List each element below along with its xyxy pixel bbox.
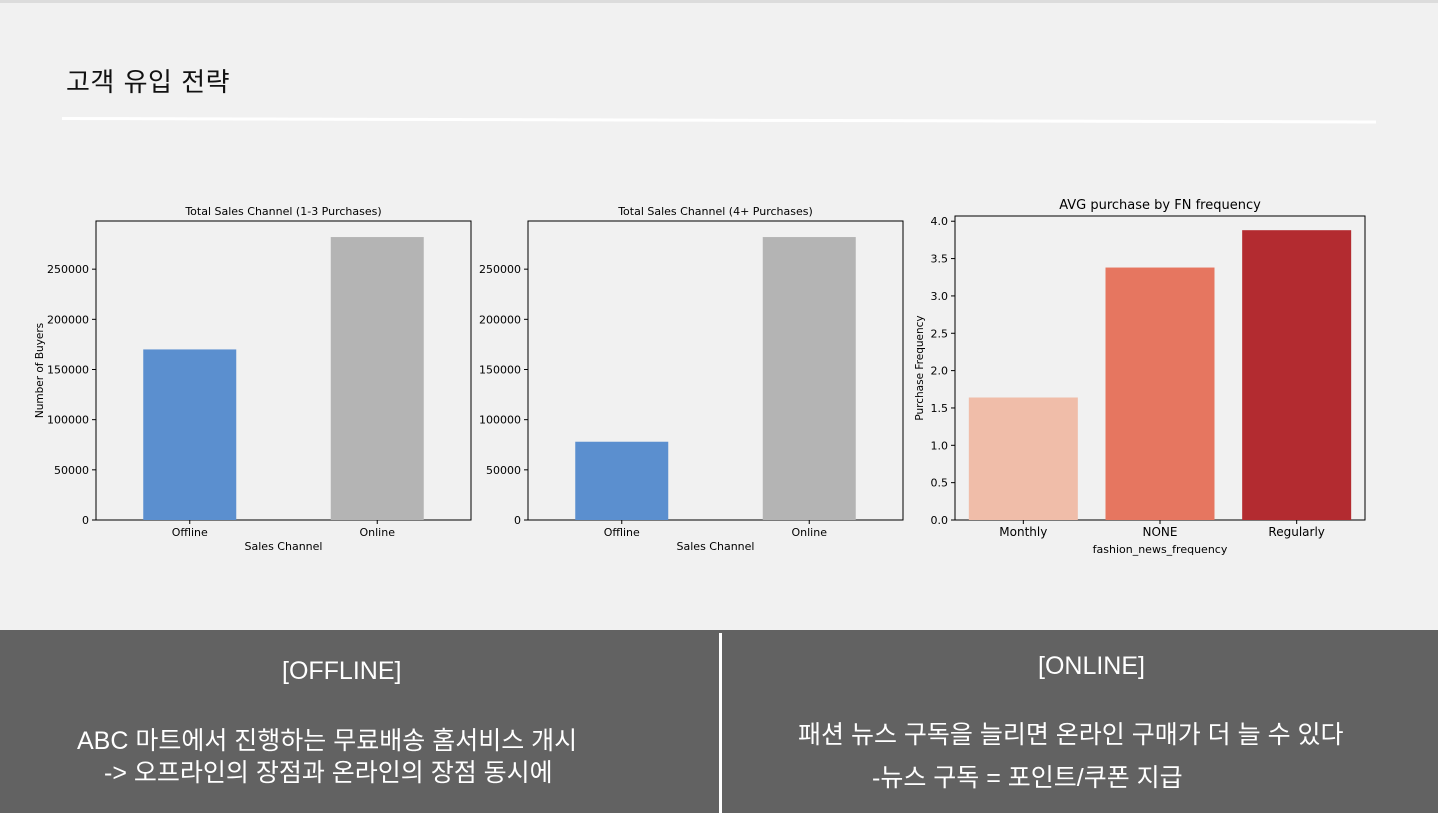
chart-2-ytick-label-0: 0.0 — [931, 514, 949, 527]
chart-1-ytick-label-3: 150000 — [479, 363, 521, 376]
chart-1-title: Total Sales Channel (4+ Purchases) — [617, 205, 813, 218]
chart-0-ytick-label-2: 100000 — [47, 414, 89, 427]
chart-2-xtick-label-2: Regularly — [1268, 525, 1324, 539]
chart-1-xtick-label-1: Online — [792, 526, 828, 539]
top-border — [0, 0, 1438, 3]
chart-1-xlabel: Sales Channel — [677, 540, 755, 553]
chart-2-ytick-label-4: 2.0 — [931, 365, 949, 378]
chart-2-xtick-label-0: Monthly — [999, 525, 1047, 539]
chart-0-xtick-label-1: Online — [360, 526, 396, 539]
chart-0-ylabel: Number of Buyers — [34, 323, 46, 418]
chart-2-ytick-label-5: 2.5 — [931, 327, 949, 340]
chart-1-ytick-label-1: 50000 — [486, 464, 521, 477]
chart-0-title: Total Sales Channel (1-3 Purchases) — [184, 205, 381, 218]
chart-2-xtick-label-1: NONE — [1143, 525, 1178, 539]
slide-title: 고객 유입 전략 — [66, 68, 231, 98]
chart-0-xlabel: Sales Channel — [245, 540, 323, 553]
chart-0-xtick-label-0: Offline — [172, 526, 208, 539]
chart-1-ytick-label-4: 200000 — [479, 313, 521, 326]
panel-separator — [719, 633, 722, 813]
chart-0-bar-online — [330, 237, 424, 520]
chart-0-bar-offline — [143, 349, 237, 520]
chart-1-xtick-label-0: Offline — [604, 526, 640, 539]
chart-2-xlabel: fashion_news_frequency — [1093, 543, 1228, 556]
chart-0-ytick-label-4: 200000 — [47, 313, 89, 326]
chart-2-ytick-label-3: 1.5 — [931, 402, 949, 415]
offline-line-2: -> 오프라인의 장점과 온라인의 장점 동시에 — [104, 759, 553, 787]
chart-0-ytick-label-5: 250000 — [47, 263, 89, 276]
chart-2-ylabel: Purchase Frequency — [914, 315, 926, 420]
chart-2-ytick-label-6: 3.0 — [931, 290, 949, 303]
chart-1-bar-offline — [575, 441, 669, 520]
chart-2-bar-monthly — [968, 397, 1078, 520]
chart-0-ytick-label-1: 50000 — [54, 464, 89, 477]
chart-2-ytick-label-8: 4.0 — [931, 215, 949, 228]
offline-line-1: ABC 마트에서 진행하는 무료배송 홈서비스 개시 — [77, 727, 578, 755]
chart-1-ytick-label-5: 250000 — [479, 263, 521, 276]
online-heading: [ONLINE] — [1038, 652, 1145, 680]
chart-0-ytick-label-3: 150000 — [47, 363, 89, 376]
chart-2-ytick-label-2: 1.0 — [931, 439, 949, 452]
chart-2-bar-none — [1105, 267, 1215, 520]
online-line-2: -뉴스 구독 = 포인트/쿠폰 지급 — [872, 764, 1183, 792]
chart-2-title: AVG purchase by FN frequency — [1059, 198, 1261, 213]
chart-0-ytick-label-0: 0 — [82, 514, 89, 527]
chart-1-ytick-label-2: 100000 — [479, 414, 521, 427]
chart-2-ytick-label-7: 3.5 — [931, 253, 949, 266]
chart-2-ytick-label-1: 0.5 — [931, 477, 949, 490]
chart-1-ytick-label-0: 0 — [514, 514, 521, 527]
charts-area: Offline Online 0 50000 100000 150000 200000 250… — [34, 198, 1366, 556]
offline-heading: [OFFLINE] — [282, 657, 402, 685]
chart-1-bar-online — [762, 237, 856, 520]
chart-2-bar-regularly — [1242, 230, 1352, 520]
online-line-1: 패션 뉴스 구독을 늘리면 온라인 구매가 더 늘 수 있다 — [798, 721, 1344, 749]
